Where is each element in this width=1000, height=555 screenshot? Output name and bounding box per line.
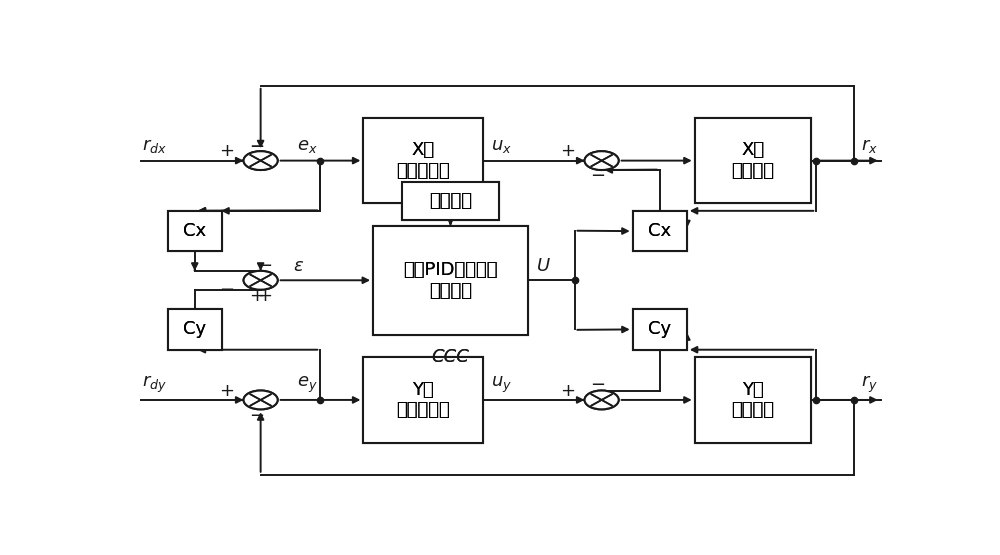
FancyBboxPatch shape: [633, 309, 687, 350]
FancyBboxPatch shape: [402, 182, 499, 220]
Text: Cx: Cx: [183, 222, 206, 240]
FancyBboxPatch shape: [168, 309, 222, 350]
Text: 神经网络: 神经网络: [429, 192, 472, 210]
FancyBboxPatch shape: [363, 118, 483, 203]
Text: Cy: Cy: [648, 320, 671, 339]
Text: +: +: [219, 381, 234, 400]
FancyBboxPatch shape: [363, 118, 483, 203]
Text: Cy: Cy: [183, 320, 206, 339]
Text: X轴
滑模控制器: X轴 滑模控制器: [396, 141, 450, 180]
Text: 基于PID的交叉耦
合控制器: 基于PID的交叉耦 合控制器: [403, 261, 498, 300]
Text: −: −: [590, 168, 605, 185]
Text: +: +: [219, 142, 234, 160]
FancyBboxPatch shape: [633, 211, 687, 251]
Text: −: −: [257, 257, 272, 275]
Text: X轴
执行机构: X轴 执行机构: [731, 141, 774, 180]
Text: Y轴
滑模控制器: Y轴 滑模控制器: [396, 381, 450, 420]
Circle shape: [585, 151, 619, 170]
Text: −: −: [219, 281, 234, 299]
FancyBboxPatch shape: [363, 357, 483, 443]
Circle shape: [244, 151, 278, 170]
Text: $\varepsilon$: $\varepsilon$: [293, 257, 304, 275]
Text: $e_x$: $e_x$: [297, 138, 318, 155]
Text: Cx: Cx: [648, 222, 671, 240]
Text: $u_x$: $u_x$: [491, 138, 512, 155]
Text: Cx: Cx: [183, 222, 206, 240]
Text: Cx: Cx: [648, 222, 671, 240]
Text: −: −: [249, 138, 264, 156]
Text: $U$: $U$: [536, 257, 551, 275]
Circle shape: [244, 271, 278, 290]
FancyBboxPatch shape: [633, 309, 687, 350]
Text: CCC: CCC: [432, 349, 469, 366]
Text: $r_y$: $r_y$: [861, 374, 878, 395]
Circle shape: [244, 391, 278, 410]
Text: +: +: [257, 287, 272, 305]
FancyBboxPatch shape: [373, 226, 528, 335]
Circle shape: [585, 391, 619, 410]
FancyBboxPatch shape: [168, 211, 222, 251]
Text: Y轴
滑模控制器: Y轴 滑模控制器: [396, 381, 450, 420]
Text: Y轴
执行机构: Y轴 执行机构: [731, 381, 774, 420]
Circle shape: [244, 391, 278, 410]
Circle shape: [585, 391, 619, 410]
FancyBboxPatch shape: [373, 226, 528, 335]
Text: Y轴
执行机构: Y轴 执行机构: [731, 381, 774, 420]
Text: X轴
滑模控制器: X轴 滑模控制器: [396, 141, 450, 180]
Text: $r_x$: $r_x$: [861, 138, 878, 155]
Text: 神经网络: 神经网络: [429, 192, 472, 210]
FancyBboxPatch shape: [695, 357, 811, 443]
FancyBboxPatch shape: [363, 357, 483, 443]
Text: −: −: [249, 138, 264, 156]
Text: Cy: Cy: [648, 320, 671, 339]
Text: $r_{dx}$: $r_{dx}$: [142, 138, 167, 155]
Circle shape: [244, 271, 278, 290]
Text: −: −: [249, 407, 264, 425]
Text: Cy: Cy: [183, 320, 206, 339]
Text: +: +: [560, 381, 575, 400]
Text: +: +: [249, 287, 264, 305]
Text: CCC: CCC: [432, 349, 469, 366]
Circle shape: [244, 151, 278, 170]
Circle shape: [585, 151, 619, 170]
Text: −: −: [590, 376, 605, 395]
FancyBboxPatch shape: [402, 182, 499, 220]
Text: $r_{dy}$: $r_{dy}$: [142, 374, 167, 395]
Text: 基于PID的交叉耦
合控制器: 基于PID的交叉耦 合控制器: [403, 261, 498, 300]
FancyBboxPatch shape: [168, 309, 222, 350]
FancyBboxPatch shape: [695, 118, 811, 203]
FancyBboxPatch shape: [633, 211, 687, 251]
FancyBboxPatch shape: [695, 357, 811, 443]
FancyBboxPatch shape: [168, 211, 222, 251]
Text: X轴
执行机构: X轴 执行机构: [731, 141, 774, 180]
Text: +: +: [560, 142, 575, 160]
Text: $e_y$: $e_y$: [297, 375, 318, 395]
Text: $u_y$: $u_y$: [491, 375, 512, 395]
FancyBboxPatch shape: [695, 118, 811, 203]
